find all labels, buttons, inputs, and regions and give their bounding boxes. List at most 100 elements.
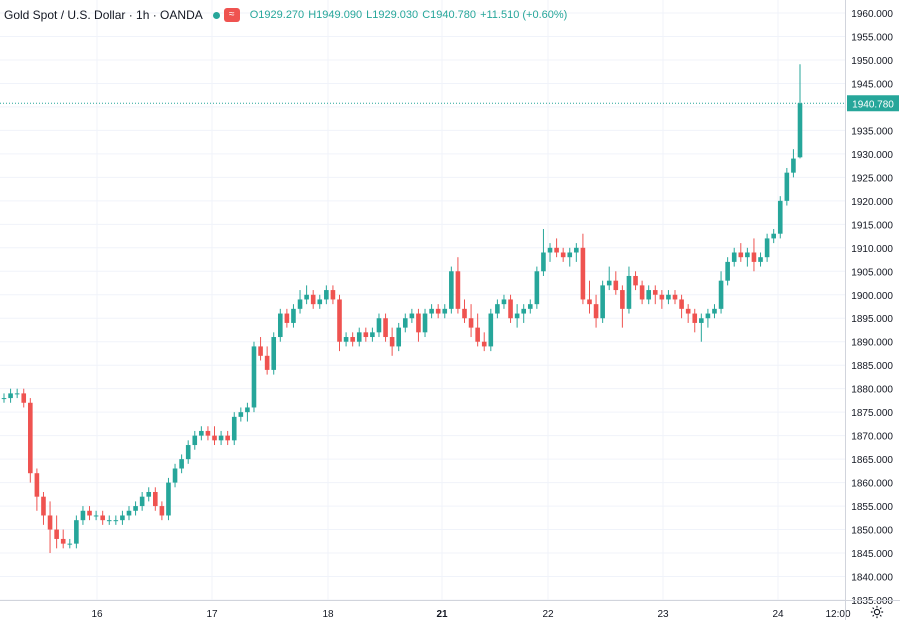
candle-body [47, 515, 53, 530]
candle-body [324, 290, 329, 300]
candle-body [172, 468, 178, 483]
candle-body [41, 496, 46, 516]
x-tick-label: 24 [772, 609, 784, 620]
candle-body [705, 313, 711, 319]
symbol-label[interactable]: Gold Spot / U.S. Dollar · 1h · OANDA [4, 8, 203, 22]
candle-body [238, 412, 244, 417]
candle-body [212, 435, 217, 441]
candle-body [481, 341, 487, 347]
candle-body [574, 247, 579, 253]
candle-body [527, 304, 533, 309]
y-tick-label: 1840.000 [851, 573, 893, 584]
y-tick-label: 1960.000 [851, 9, 893, 20]
candle-body [718, 280, 724, 309]
y-tick-label: 1880.000 [851, 385, 893, 396]
y-tick-label: 1915.000 [851, 220, 893, 231]
y-tick-label: 1870.000 [851, 432, 893, 443]
candle-body [416, 313, 421, 333]
candle-body [745, 252, 750, 258]
candle-body [1, 398, 7, 400]
candle-body [758, 257, 763, 262]
candle-body [685, 308, 691, 314]
candle-body [28, 402, 33, 474]
candle-body [383, 318, 388, 338]
candle-body [606, 280, 612, 286]
candle-body [356, 332, 362, 342]
candle-body [34, 473, 40, 497]
last-price-badge [847, 95, 899, 112]
candle-body [370, 332, 375, 338]
y-tick-label: 1855.000 [851, 502, 893, 513]
candle-body [679, 299, 684, 309]
candle-body [54, 529, 59, 539]
data-flag-icon[interactable]: ≈ [223, 8, 240, 22]
high-value: H1949.090 [308, 9, 363, 21]
candle-body [751, 252, 757, 262]
candle-body [14, 393, 20, 395]
candle-body [712, 308, 717, 314]
y-tick-label: 1920.000 [851, 197, 893, 208]
candle-body [652, 290, 658, 295]
y-tick-label: 1885.000 [851, 361, 893, 372]
candle-body [639, 285, 645, 300]
candle-body [455, 271, 461, 309]
y-tick-label: 1955.000 [851, 32, 893, 43]
candle-body [501, 299, 507, 305]
y-tick-label: 1845.000 [851, 549, 893, 560]
y-tick-label: 1935.000 [851, 126, 893, 137]
candle-body [771, 233, 776, 239]
y-tick-label: 1865.000 [851, 455, 893, 466]
candle-body [468, 318, 474, 328]
candle-body [284, 313, 290, 323]
candle-body [350, 337, 355, 342]
candle-body [777, 200, 783, 234]
candle-body [534, 271, 540, 305]
candle-body [67, 543, 73, 545]
candle-body [21, 393, 27, 403]
market-status-dot-icon [212, 11, 220, 19]
candle-body [521, 308, 527, 314]
x-tick-label: 22 [542, 609, 554, 620]
y-tick-label: 1925.000 [851, 173, 893, 184]
settings-gear-icon[interactable] [870, 605, 884, 619]
y-tick-label: 1905.000 [851, 267, 893, 278]
x-tick-label: 23 [657, 609, 669, 620]
candle-body [784, 172, 790, 201]
y-tick-label: 1890.000 [851, 338, 893, 349]
candle-body [396, 327, 402, 347]
candle-body [666, 294, 671, 300]
candle-body [106, 520, 112, 522]
candle-body [277, 313, 283, 338]
candle-body [613, 280, 619, 291]
y-tick-label: 1835.000 [851, 596, 893, 607]
candle-body [113, 520, 119, 522]
candle-body [120, 515, 125, 521]
candle-body [547, 247, 553, 253]
candle-body [264, 355, 270, 370]
candle-body [488, 313, 494, 347]
candle-body [179, 459, 184, 469]
y-tick-label: 1860.000 [851, 479, 893, 490]
candle-body [725, 261, 730, 281]
y-tick-label: 1900.000 [851, 291, 893, 302]
candle-body [659, 294, 665, 300]
candle-body [580, 247, 586, 300]
candle-body [672, 294, 678, 300]
candle-body [692, 313, 698, 323]
y-tick-label: 1950.000 [851, 56, 893, 67]
x-tick-label: 18 [322, 609, 334, 620]
x-tick-label: 12:00 [825, 609, 850, 620]
candle-body [245, 407, 250, 413]
candle-body [567, 252, 573, 258]
candle-body [462, 308, 467, 319]
low-value: L1929.030 [366, 9, 419, 21]
candle-body [593, 304, 599, 319]
candle-body [435, 308, 441, 314]
candle-body [738, 252, 744, 258]
candle-body [271, 337, 277, 370]
candle-body [633, 275, 638, 286]
candle-body [146, 491, 152, 497]
candle-body [225, 435, 230, 441]
y-tick-label: 1945.000 [851, 79, 893, 90]
